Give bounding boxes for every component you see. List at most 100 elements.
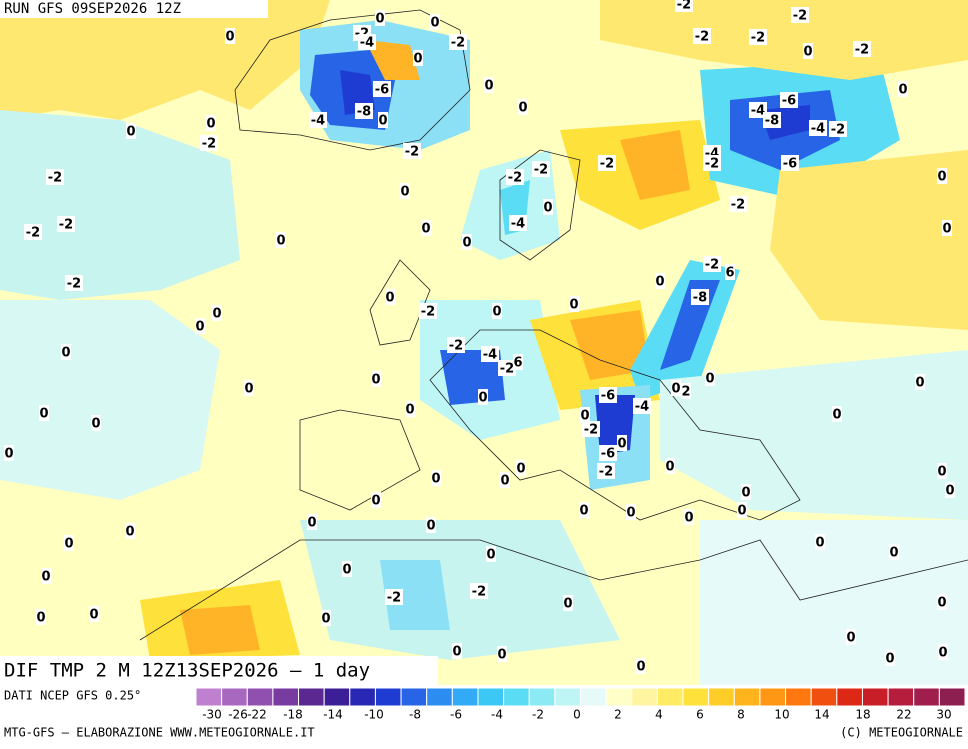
color-box [374,687,402,707]
label-box [195,318,205,334]
label-box [375,10,385,26]
label-box [89,606,99,622]
label-box [378,112,388,128]
contour-label: 0 [430,16,439,31]
label-box [431,470,441,486]
label-box [938,644,948,660]
contour-label: 0 [846,631,855,646]
contour-label: 0 [497,648,506,663]
label-box [684,509,694,525]
label-box [206,115,216,131]
color-box [298,687,325,707]
contour-label: -8 [693,291,707,306]
label-box [321,610,331,626]
label-box [385,589,403,605]
contour-label: 0 [64,537,73,552]
label-box [57,216,75,232]
label-box [749,29,767,45]
color-box [221,687,248,707]
label-box [626,504,636,520]
colorbar-label: 18 [855,708,870,722]
label-box [405,401,415,417]
label-box [803,43,813,59]
label-box [61,344,71,360]
color-box [400,687,428,707]
contour-label: -2 [705,258,719,273]
footer-right: (C) METEOGIORNALE [840,726,963,740]
contour-label: -2 [534,163,548,178]
contour-label: -2 [600,157,614,172]
label-box [64,535,74,551]
contour-label: -6 [601,389,615,404]
colorbar-label: 10 [774,708,789,722]
contour-label: 0 [371,373,380,388]
label-box [307,514,317,530]
contour-label: 0 [91,417,100,432]
contour-label: 0 [342,563,351,578]
contour-label: 0 [937,596,946,611]
label-box [355,103,373,119]
colorbar-label: 8 [737,708,745,722]
contour-label: 0 [452,645,461,660]
run-title: RUN GFS 09SEP2026 12Z [4,1,181,17]
contour-label: 0 [938,646,947,661]
contour-label: -6 [782,94,796,109]
label-box [371,371,381,387]
contour-label: 0 [421,222,430,237]
footer-left: MTG-GFS – ELABORAZIONE WWW.METEOGIORNALE… [4,726,315,740]
colorbar-label: -6 [450,708,462,722]
contour-label: 0 [89,608,98,623]
color-box [631,687,658,707]
colorbar: -30 -26 -22 -18 -14 -10 -8 -6 -4 -2 0 2 4 6 8 10 14 18 22 3… [195,687,966,722]
label-box [885,650,895,666]
contour-label: -2 [387,591,401,606]
contour-label: 0 [492,305,501,320]
label-box [500,472,510,488]
contour-label: 0 [885,652,894,667]
contour-label: 0 [671,382,680,397]
label-box [846,629,856,645]
contour-label: -2 [731,198,745,213]
color-box [708,687,735,707]
color-box [195,687,223,707]
label-box [703,256,721,272]
color-box [682,687,710,707]
label-box [705,370,715,386]
contour-label: -2 [751,31,765,46]
label-box [655,273,665,289]
contour-label: 0 [486,548,495,563]
label-box [358,34,376,50]
contour-label: 0 [579,504,588,519]
contour-label: -4 [483,348,497,363]
label-box [426,517,436,533]
colorbar-label: -14 [323,708,343,722]
label-box [563,595,573,611]
color-box [451,687,479,707]
label-box [371,492,381,508]
label-box [599,387,617,403]
contour-label: 0 [484,79,493,94]
contour-label: 0 [655,275,664,290]
label-box [518,99,528,115]
colorbar-label: 14 [814,708,829,722]
colorbar-label: -22 [247,708,267,722]
label-box [400,183,410,199]
contour-label: 0 [569,298,578,313]
contour-label: -2 [705,157,719,172]
contour-label: 0 [413,52,422,67]
contour-label: 0 [212,307,221,322]
contour-label: -2 [26,226,40,241]
color-box [503,687,530,707]
contour-label: 0 [937,465,946,480]
contour-label: 0 [516,462,525,477]
contour-label: 0 [741,486,750,501]
colorbar-label: 30 [936,708,951,722]
contour-label: 0 [206,117,215,132]
contour-label: -4 [811,122,825,137]
contour-label: -4 [311,114,325,129]
label-box [832,406,842,422]
label-box [225,28,235,44]
label-box [791,7,809,23]
color-box [605,687,633,707]
